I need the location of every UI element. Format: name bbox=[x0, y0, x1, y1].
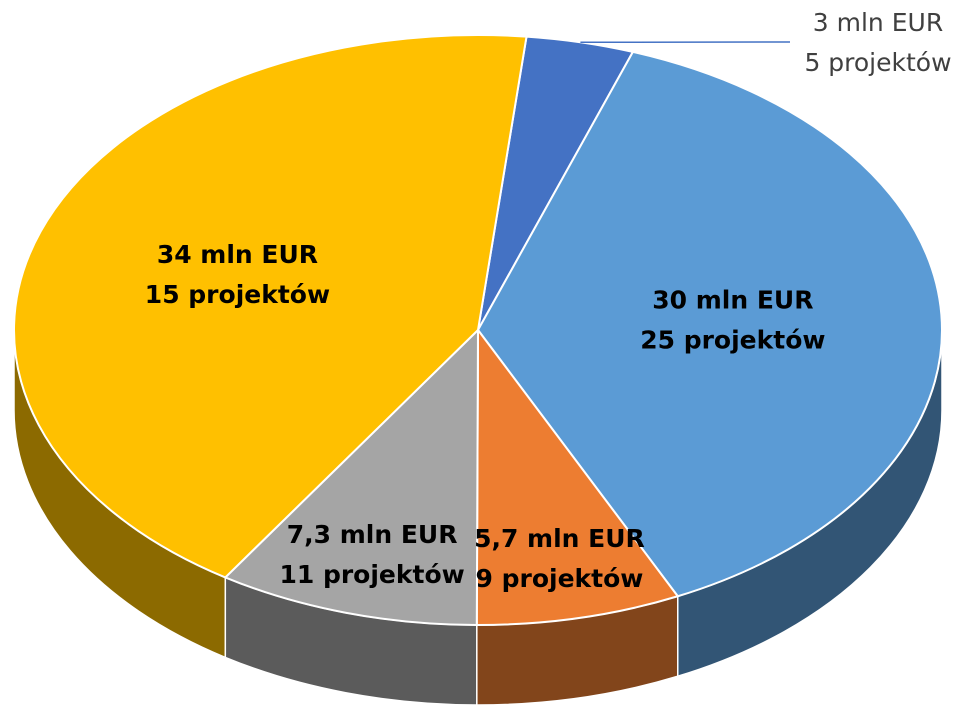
data-label: 5 projektów bbox=[804, 48, 951, 77]
data-label: 11 projektów bbox=[279, 560, 464, 589]
data-label: 34 mln EUR bbox=[157, 240, 318, 269]
data-label: 5,7 mln EUR bbox=[474, 524, 645, 553]
data-label: 3 mln EUR bbox=[813, 8, 943, 37]
data-label: 15 projektów bbox=[145, 280, 330, 309]
data-label: 9 projektów bbox=[476, 564, 644, 593]
data-label: 7,3 mln EUR bbox=[287, 520, 458, 549]
data-label: 25 projektów bbox=[640, 326, 825, 355]
data-label: 30 mln EUR bbox=[652, 286, 813, 315]
slice bbox=[476, 50, 943, 598]
slice bbox=[475, 327, 680, 626]
slice bbox=[13, 34, 528, 579]
slice bbox=[223, 327, 480, 627]
